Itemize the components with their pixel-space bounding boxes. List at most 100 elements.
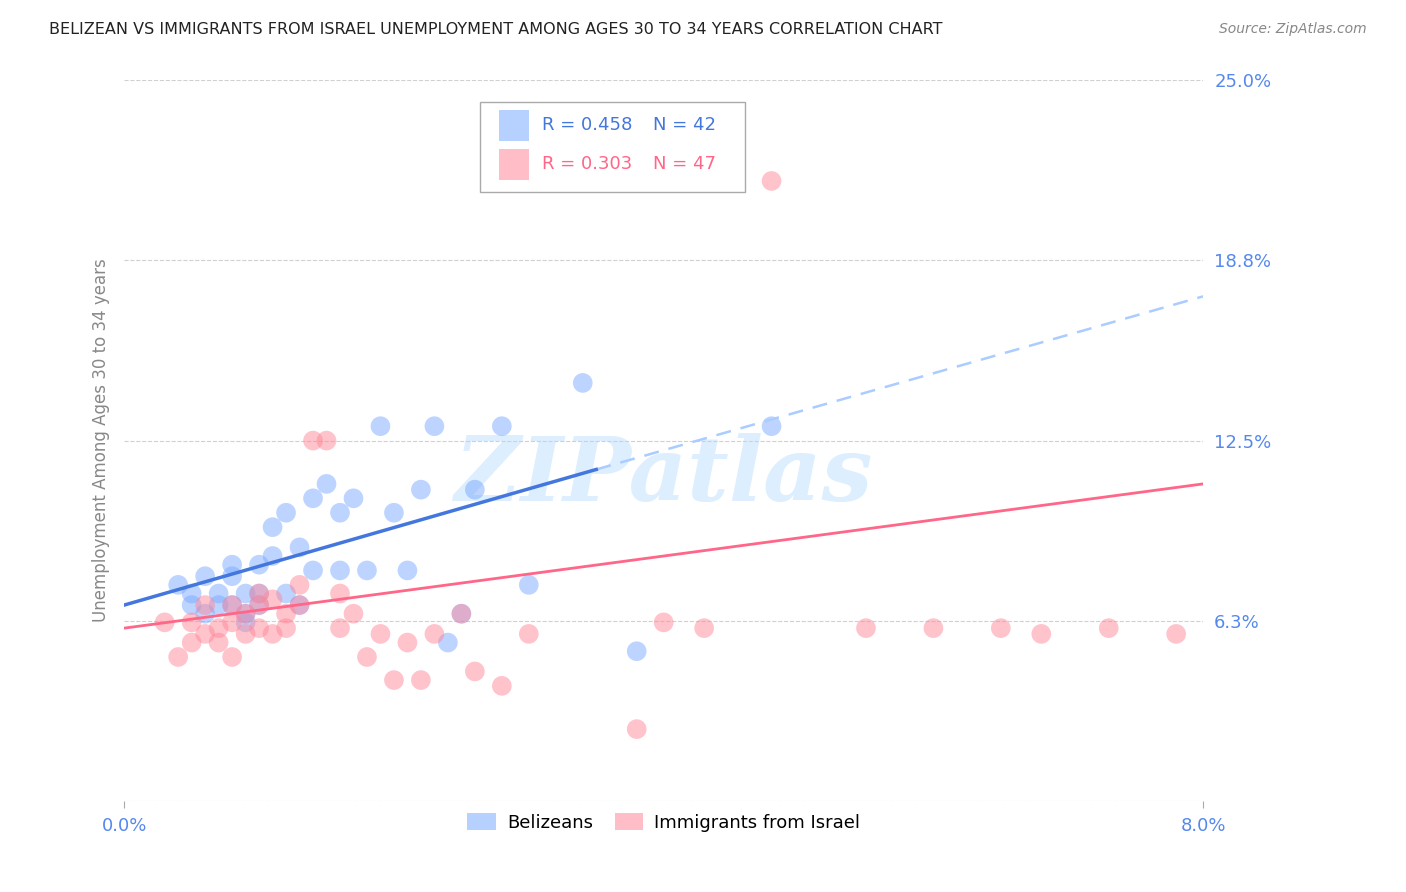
- Point: [274, 586, 297, 600]
- Point: [262, 549, 284, 563]
- Point: [235, 586, 257, 600]
- Point: [342, 491, 364, 506]
- Point: [761, 174, 783, 188]
- Point: [274, 621, 297, 635]
- Point: [262, 592, 284, 607]
- Point: [302, 434, 325, 448]
- Text: BELIZEAN VS IMMIGRANTS FROM ISRAEL UNEMPLOYMENT AMONG AGES 30 TO 34 YEARS CORREL: BELIZEAN VS IMMIGRANTS FROM ISRAEL UNEMP…: [49, 22, 942, 37]
- Point: [235, 627, 257, 641]
- Point: [423, 419, 446, 434]
- Point: [262, 520, 284, 534]
- Point: [382, 506, 405, 520]
- FancyBboxPatch shape: [499, 149, 529, 179]
- Point: [302, 564, 325, 578]
- Point: [437, 635, 460, 649]
- Point: [274, 506, 297, 520]
- Point: [194, 598, 217, 612]
- Point: [221, 598, 243, 612]
- Text: ZIPatlas: ZIPatlas: [456, 434, 872, 520]
- Text: R = 0.458: R = 0.458: [541, 117, 633, 135]
- Point: [194, 627, 217, 641]
- Point: [464, 483, 486, 497]
- Point: [235, 607, 257, 621]
- Point: [922, 621, 945, 635]
- Point: [288, 541, 311, 555]
- Legend: Belizeans, Immigrants from Israel: Belizeans, Immigrants from Israel: [460, 805, 868, 839]
- Point: [167, 650, 190, 665]
- Point: [288, 578, 311, 592]
- Point: [247, 598, 270, 612]
- Point: [247, 598, 270, 612]
- Point: [761, 419, 783, 434]
- Point: [167, 578, 190, 592]
- Point: [153, 615, 176, 630]
- Point: [370, 627, 392, 641]
- Point: [626, 722, 648, 736]
- Point: [990, 621, 1012, 635]
- Point: [356, 650, 378, 665]
- Point: [302, 491, 325, 506]
- Y-axis label: Unemployment Among Ages 30 to 34 years: Unemployment Among Ages 30 to 34 years: [93, 259, 110, 623]
- Point: [288, 598, 311, 612]
- Point: [194, 569, 217, 583]
- Point: [221, 598, 243, 612]
- Point: [1166, 627, 1188, 641]
- Point: [207, 635, 229, 649]
- Point: [315, 476, 337, 491]
- Point: [464, 665, 486, 679]
- FancyBboxPatch shape: [481, 102, 745, 192]
- Point: [396, 635, 419, 649]
- Point: [207, 621, 229, 635]
- Point: [235, 607, 257, 621]
- Point: [626, 644, 648, 658]
- Point: [491, 679, 513, 693]
- Point: [180, 586, 202, 600]
- Point: [409, 673, 432, 687]
- Point: [180, 635, 202, 649]
- Point: [329, 506, 352, 520]
- Point: [1098, 621, 1121, 635]
- Point: [1031, 627, 1053, 641]
- Point: [194, 607, 217, 621]
- Text: N = 47: N = 47: [652, 155, 716, 173]
- FancyBboxPatch shape: [499, 111, 529, 141]
- Point: [221, 615, 243, 630]
- Point: [274, 607, 297, 621]
- Point: [571, 376, 593, 390]
- Point: [262, 627, 284, 641]
- Point: [423, 627, 446, 641]
- Text: N = 42: N = 42: [652, 117, 716, 135]
- Point: [356, 564, 378, 578]
- Point: [247, 621, 270, 635]
- Point: [247, 586, 270, 600]
- Point: [382, 673, 405, 687]
- Point: [855, 621, 877, 635]
- Point: [517, 627, 540, 641]
- Point: [235, 615, 257, 630]
- Point: [180, 598, 202, 612]
- Point: [517, 578, 540, 592]
- Point: [409, 483, 432, 497]
- Point: [342, 607, 364, 621]
- Point: [450, 607, 472, 621]
- Point: [288, 598, 311, 612]
- Text: Source: ZipAtlas.com: Source: ZipAtlas.com: [1219, 22, 1367, 37]
- Point: [221, 558, 243, 572]
- Point: [247, 586, 270, 600]
- Point: [652, 615, 675, 630]
- Text: R = 0.303: R = 0.303: [541, 155, 633, 173]
- Point: [207, 598, 229, 612]
- Point: [315, 434, 337, 448]
- Point: [491, 419, 513, 434]
- Point: [450, 607, 472, 621]
- Point: [693, 621, 716, 635]
- Point: [221, 569, 243, 583]
- Point: [396, 564, 419, 578]
- Point: [247, 558, 270, 572]
- Point: [329, 586, 352, 600]
- Point: [329, 621, 352, 635]
- Point: [370, 419, 392, 434]
- Point: [221, 650, 243, 665]
- Point: [207, 586, 229, 600]
- Point: [329, 564, 352, 578]
